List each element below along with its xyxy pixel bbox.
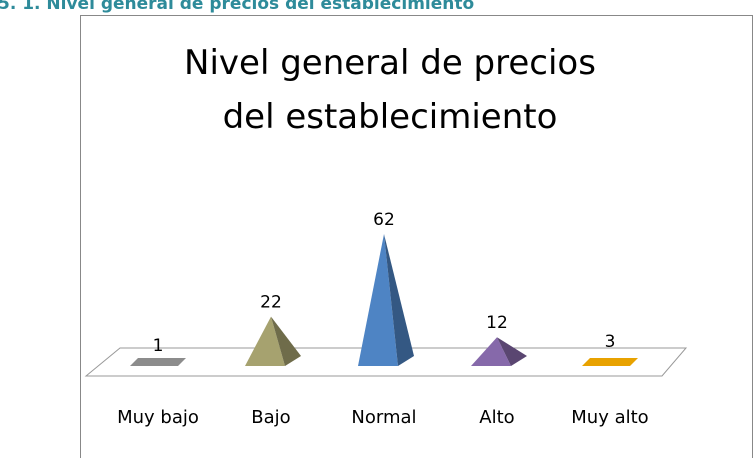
pyramid-base [130, 358, 186, 366]
data-label: 22 [260, 293, 282, 313]
data-label: 3 [605, 332, 616, 352]
category-label: Muy alto [571, 407, 648, 428]
pyramid [130, 358, 186, 366]
section-heading: 5. 1. Nivel general de precios del estab… [0, 0, 474, 14]
category-label: Muy bajo [117, 407, 199, 428]
pyramid-front [358, 234, 398, 366]
pyramid-front [471, 337, 511, 366]
pyramid [471, 337, 527, 366]
chart-title: Nivel general de precios del establecimie… [184, 43, 596, 137]
category-label: Alto [479, 407, 514, 428]
pyramid [245, 316, 301, 366]
pyramid-side [384, 234, 414, 366]
pyramid-side [497, 337, 527, 366]
pyramid-side [271, 316, 301, 366]
data-label: 62 [373, 210, 395, 230]
category-label: Normal [351, 407, 416, 428]
pyramid [358, 234, 414, 366]
category-label: Bajo [251, 407, 290, 428]
pyramid-base [582, 358, 638, 366]
pyramid-front [245, 316, 285, 366]
data-label: 1 [153, 336, 164, 356]
pyramid [582, 358, 638, 366]
data-label: 12 [486, 313, 508, 333]
chart-frame [80, 15, 753, 458]
